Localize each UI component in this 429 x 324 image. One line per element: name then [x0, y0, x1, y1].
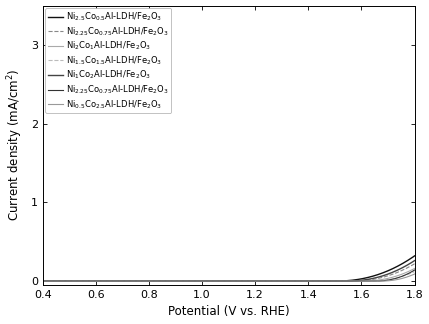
Ni$_{0.5}$Co$_{2.5}$Al-LDH/Fe$_2$O$_3$ — [259, 279, 264, 283]
Ni$_{1.5}$Co$_{1.5}$Al-LDH/Fe$_2$O$_3$ — [259, 279, 264, 283]
Ni$_{2.25}$Co$_{0.75}$Al-LDH/Fe$_2$O$_3$ — [136, 279, 141, 283]
Line: Ni$_{0.5}$Co$_{2.5}$Al-LDH/Fe$_2$O$_3$: Ni$_{0.5}$Co$_{2.5}$Al-LDH/Fe$_2$O$_3$ — [43, 274, 414, 281]
Ni$_{2.25}$Co$_{0.75}$Al-LDH/Fe$_2$O$_3$ — [106, 279, 111, 283]
Ni$_{2.25}$Co$_{0.75}$Al-LDH/Fe$_2$O$_3$ — [259, 279, 264, 283]
Ni$_{2.25}$Co$_{0.75}$Al-LDH/Fe$_2$O$_3$ — [40, 279, 45, 283]
Legend: Ni$_{2.5}$Co$_{0.5}$Al-LDH/Fe$_2$O$_3$, Ni$_{2.25}$Co$_{0.75}$Al-LDH/Fe$_2$O$_3$: Ni$_{2.5}$Co$_{0.5}$Al-LDH/Fe$_2$O$_3$, … — [45, 8, 172, 113]
Ni$_{1.5}$Co$_{1.5}$Al-LDH/Fe$_2$O$_3$ — [320, 279, 325, 283]
Ni$_{0.5}$Co$_{2.5}$Al-LDH/Fe$_2$O$_3$ — [136, 279, 141, 283]
Ni$_{1.5}$Co$_{1.5}$Al-LDH/Fe$_2$O$_3$ — [40, 279, 45, 283]
Ni$_{2.25}$Co$_{0.75}$Al-LDH/Fe$_2$O$_3$ — [136, 279, 141, 283]
Ni$_1$Co$_2$Al-LDH/Fe$_2$O$_3$ — [136, 279, 141, 283]
Ni$_1$Co$_2$Al-LDH/Fe$_2$O$_3$ — [259, 279, 264, 283]
Ni$_{2.25}$Co$_{0.75}$Al-LDH/Fe$_2$O$_3$ — [288, 279, 293, 283]
Ni$_2$Co$_1$Al-LDH/Fe$_2$O$_3$ — [288, 279, 293, 283]
Ni$_{2.5}$Co$_{0.5}$Al-LDH/Fe$_2$O$_3$ — [412, 254, 417, 258]
Ni$_{0.5}$Co$_{2.5}$Al-LDH/Fe$_2$O$_3$ — [412, 272, 417, 276]
Line: Ni$_{1.5}$Co$_{1.5}$Al-LDH/Fe$_2$O$_3$: Ni$_{1.5}$Co$_{1.5}$Al-LDH/Fe$_2$O$_3$ — [43, 272, 414, 281]
Ni$_1$Co$_2$Al-LDH/Fe$_2$O$_3$ — [288, 279, 293, 283]
Ni$_{2.25}$Co$_{0.75}$Al-LDH/Fe$_2$O$_3$ — [320, 279, 325, 283]
Ni$_{1.5}$Co$_{1.5}$Al-LDH/Fe$_2$O$_3$ — [106, 279, 111, 283]
Ni$_{0.5}$Co$_{2.5}$Al-LDH/Fe$_2$O$_3$ — [40, 279, 45, 283]
Ni$_{2.5}$Co$_{0.5}$Al-LDH/Fe$_2$O$_3$ — [208, 279, 214, 283]
Ni$_{2.5}$Co$_{0.5}$Al-LDH/Fe$_2$O$_3$ — [320, 279, 325, 283]
Ni$_{2.5}$Co$_{0.5}$Al-LDH/Fe$_2$O$_3$ — [259, 279, 264, 283]
Ni$_{2.5}$Co$_{0.5}$Al-LDH/Fe$_2$O$_3$ — [106, 279, 111, 283]
Ni$_{0.5}$Co$_{2.5}$Al-LDH/Fe$_2$O$_3$ — [208, 279, 214, 283]
Ni$_{0.5}$Co$_{2.5}$Al-LDH/Fe$_2$O$_3$ — [288, 279, 293, 283]
Ni$_2$Co$_1$Al-LDH/Fe$_2$O$_3$ — [412, 267, 417, 271]
Ni$_1$Co$_2$Al-LDH/Fe$_2$O$_3$ — [412, 259, 417, 262]
Line: Ni$_1$Co$_2$Al-LDH/Fe$_2$O$_3$: Ni$_1$Co$_2$Al-LDH/Fe$_2$O$_3$ — [43, 260, 414, 281]
Ni$_{0.5}$Co$_{2.5}$Al-LDH/Fe$_2$O$_3$ — [106, 279, 111, 283]
Ni$_{1.5}$Co$_{1.5}$Al-LDH/Fe$_2$O$_3$ — [208, 279, 214, 283]
X-axis label: Potential (V vs. RHE): Potential (V vs. RHE) — [168, 306, 290, 318]
Ni$_{2.5}$Co$_{0.5}$Al-LDH/Fe$_2$O$_3$ — [136, 279, 141, 283]
Ni$_2$Co$_1$Al-LDH/Fe$_2$O$_3$ — [320, 279, 325, 283]
Ni$_{2.25}$Co$_{0.75}$Al-LDH/Fe$_2$O$_3$ — [412, 262, 417, 266]
Ni$_2$Co$_1$Al-LDH/Fe$_2$O$_3$ — [208, 279, 214, 283]
Ni$_{2.25}$Co$_{0.75}$Al-LDH/Fe$_2$O$_3$ — [320, 279, 325, 283]
Ni$_2$Co$_1$Al-LDH/Fe$_2$O$_3$ — [106, 279, 111, 283]
Ni$_{1.5}$Co$_{1.5}$Al-LDH/Fe$_2$O$_3$ — [412, 270, 417, 273]
Line: Ni$_{2.25}$Co$_{0.75}$Al-LDH/Fe$_2$O$_3$: Ni$_{2.25}$Co$_{0.75}$Al-LDH/Fe$_2$O$_3$ — [43, 270, 414, 281]
Ni$_{2.25}$Co$_{0.75}$Al-LDH/Fe$_2$O$_3$ — [106, 279, 111, 283]
Ni$_2$Co$_1$Al-LDH/Fe$_2$O$_3$ — [40, 279, 45, 283]
Ni$_{2.25}$Co$_{0.75}$Al-LDH/Fe$_2$O$_3$ — [40, 279, 45, 283]
Ni$_{2.25}$Co$_{0.75}$Al-LDH/Fe$_2$O$_3$ — [412, 268, 417, 272]
Y-axis label: Current density (mA/cm$^2$): Current density (mA/cm$^2$) — [6, 69, 25, 222]
Ni$_{2.25}$Co$_{0.75}$Al-LDH/Fe$_2$O$_3$ — [208, 279, 214, 283]
Line: Ni$_{2.25}$Co$_{0.75}$Al-LDH/Fe$_2$O$_3$: Ni$_{2.25}$Co$_{0.75}$Al-LDH/Fe$_2$O$_3$ — [43, 264, 414, 281]
Line: Ni$_2$Co$_1$Al-LDH/Fe$_2$O$_3$: Ni$_2$Co$_1$Al-LDH/Fe$_2$O$_3$ — [43, 269, 414, 281]
Ni$_2$Co$_1$Al-LDH/Fe$_2$O$_3$ — [136, 279, 141, 283]
Ni$_2$Co$_1$Al-LDH/Fe$_2$O$_3$ — [259, 279, 264, 283]
Ni$_{1.5}$Co$_{1.5}$Al-LDH/Fe$_2$O$_3$ — [136, 279, 141, 283]
Ni$_{2.5}$Co$_{0.5}$Al-LDH/Fe$_2$O$_3$ — [288, 279, 293, 283]
Ni$_1$Co$_2$Al-LDH/Fe$_2$O$_3$ — [208, 279, 214, 283]
Ni$_{2.5}$Co$_{0.5}$Al-LDH/Fe$_2$O$_3$ — [40, 279, 45, 283]
Ni$_{1.5}$Co$_{1.5}$Al-LDH/Fe$_2$O$_3$ — [288, 279, 293, 283]
Line: Ni$_{2.5}$Co$_{0.5}$Al-LDH/Fe$_2$O$_3$: Ni$_{2.5}$Co$_{0.5}$Al-LDH/Fe$_2$O$_3$ — [43, 256, 414, 281]
Ni$_{2.25}$Co$_{0.75}$Al-LDH/Fe$_2$O$_3$ — [208, 279, 214, 283]
Ni$_1$Co$_2$Al-LDH/Fe$_2$O$_3$ — [106, 279, 111, 283]
Ni$_{2.25}$Co$_{0.75}$Al-LDH/Fe$_2$O$_3$ — [259, 279, 264, 283]
Ni$_{2.25}$Co$_{0.75}$Al-LDH/Fe$_2$O$_3$ — [288, 279, 293, 283]
Ni$_1$Co$_2$Al-LDH/Fe$_2$O$_3$ — [40, 279, 45, 283]
Ni$_{0.5}$Co$_{2.5}$Al-LDH/Fe$_2$O$_3$ — [320, 279, 325, 283]
Ni$_1$Co$_2$Al-LDH/Fe$_2$O$_3$ — [320, 279, 325, 283]
